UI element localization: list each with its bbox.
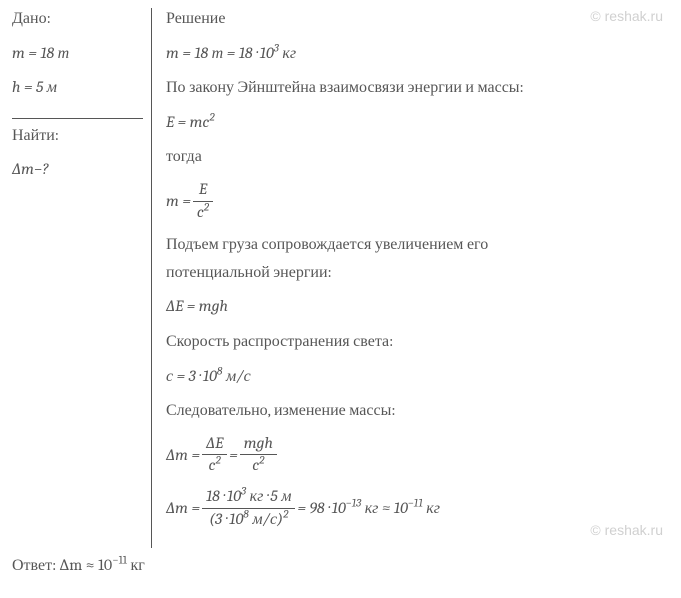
find-section: Найти: ∆m−? bbox=[12, 119, 143, 181]
find-dm: ∆m−? bbox=[12, 159, 143, 181]
emc2-exp: 2 bbox=[209, 110, 214, 123]
dm-frac2-den: c2 bbox=[240, 455, 277, 475]
lift-text-2: потенциальной энергии: bbox=[166, 262, 669, 284]
therefore-text: Следовательно, изменение массы: bbox=[166, 400, 669, 422]
solution-column: Решение m = 18 т = 18 · 103 кг По закону… bbox=[152, 8, 669, 548]
dm-frac1-den-exp: 2 bbox=[215, 454, 220, 467]
dm-eq-mid: = bbox=[229, 446, 238, 464]
dm-calc-lhs: ∆m = bbox=[166, 499, 200, 517]
dm-calc-den-mid: м/с) bbox=[249, 510, 283, 528]
dm-frac2-num: mgh bbox=[240, 435, 277, 456]
answer-prefix: Ответ: ∆m ≈ 10 bbox=[12, 556, 112, 574]
dm-calc-num: 18 · 103 кг · 5 м bbox=[202, 488, 295, 509]
answer-suffix: кг bbox=[127, 556, 145, 574]
dm-calc-num-suffix: кг · 5 м bbox=[246, 487, 291, 505]
de-eq: ∆E = mgh bbox=[166, 296, 669, 318]
einstein-law-text: По закону Эйнштейна взаимосвязи энергии … bbox=[166, 77, 669, 99]
problem-container: Дано: m = 18 т h = 5 м Найти: ∆m−? Решен… bbox=[12, 8, 669, 548]
dm-calc-num-prefix: 18 · 10 bbox=[206, 487, 241, 505]
lift-text-1: Подъем груза сопровождается увеличением … bbox=[166, 234, 669, 256]
emc2-prefix: E = mc bbox=[166, 113, 209, 131]
dm-eq-lhs: ∆m = bbox=[166, 446, 200, 464]
light-speed-text: Скорость распространения света: bbox=[166, 331, 669, 353]
then-text: тогда bbox=[166, 146, 669, 168]
dm-fraction-eq: ∆m = ∆E c2 = mgh c2 bbox=[166, 435, 669, 475]
dm-calc-den-exp2: 2 bbox=[283, 507, 288, 520]
find-title: Найти: bbox=[12, 125, 143, 147]
c-val-prefix: с = 3 · 10 bbox=[166, 367, 217, 385]
m-fraction-eq: m = E c2 bbox=[166, 181, 669, 221]
dm-calc-den: (3 · 108 м/с)2 bbox=[202, 509, 295, 529]
dm-calc-res-exp2: −11 bbox=[408, 496, 423, 509]
m-frac-den-exp: 2 bbox=[204, 200, 209, 213]
dm-frac1-num: ∆E bbox=[202, 435, 227, 456]
c-value: с = 3 · 108 м/с bbox=[166, 366, 669, 388]
watermark-top: © reshak.ru bbox=[590, 8, 663, 24]
mass-conversion: m = 18 т = 18 · 103 кг bbox=[166, 43, 669, 65]
m-eq-lhs: m = bbox=[166, 192, 191, 210]
dm-calc-res-mid: кг ≈ 10 bbox=[361, 499, 408, 517]
m-frac-den-c: c bbox=[197, 203, 204, 221]
dm-frac2-den-exp: 2 bbox=[259, 454, 264, 467]
m-fraction: E c2 bbox=[193, 181, 213, 221]
emc2-eq: E = mc2 bbox=[166, 112, 669, 134]
mass-conv-suffix: кг bbox=[279, 44, 296, 62]
dm-calc-frac: 18 · 103 кг · 5 м (3 · 108 м/с)2 bbox=[202, 488, 295, 528]
dm-calc-res-suffix: кг bbox=[423, 499, 440, 517]
dm-frac1: ∆E c2 bbox=[202, 435, 227, 475]
left-column: Дано: m = 18 т h = 5 м Найти: ∆m−? bbox=[12, 8, 152, 548]
given-title: Дано: bbox=[12, 8, 143, 30]
dm-frac1-den: c2 bbox=[202, 455, 227, 475]
c-val-suffix: м/с bbox=[222, 367, 250, 385]
watermark-bottom: © reshak.ru bbox=[590, 522, 663, 538]
dm-frac2: mgh c2 bbox=[240, 435, 277, 475]
dm-calc-res-exp: −13 bbox=[346, 496, 361, 509]
dm-calc-den-prefix: (3 · 10 bbox=[209, 510, 243, 528]
given-h: h = 5 м bbox=[12, 77, 143, 99]
m-frac-den: c2 bbox=[193, 202, 213, 222]
given-m: m = 18 т bbox=[12, 43, 143, 65]
answer-line: Ответ: ∆m ≈ 10−11 кг bbox=[12, 556, 669, 575]
m-frac-num: E bbox=[193, 181, 213, 202]
given-section: Дано: m = 18 т h = 5 м bbox=[12, 8, 143, 119]
dm-calc-res: = 98 · 10−13 кг ≈ 10−11 кг bbox=[297, 499, 440, 518]
answer-exp: −11 bbox=[112, 554, 127, 567]
mass-conv-prefix: m = 18 т = 18 · 10 bbox=[166, 44, 274, 62]
dm-calc-res-prefix: = 98 · 10 bbox=[297, 499, 345, 517]
